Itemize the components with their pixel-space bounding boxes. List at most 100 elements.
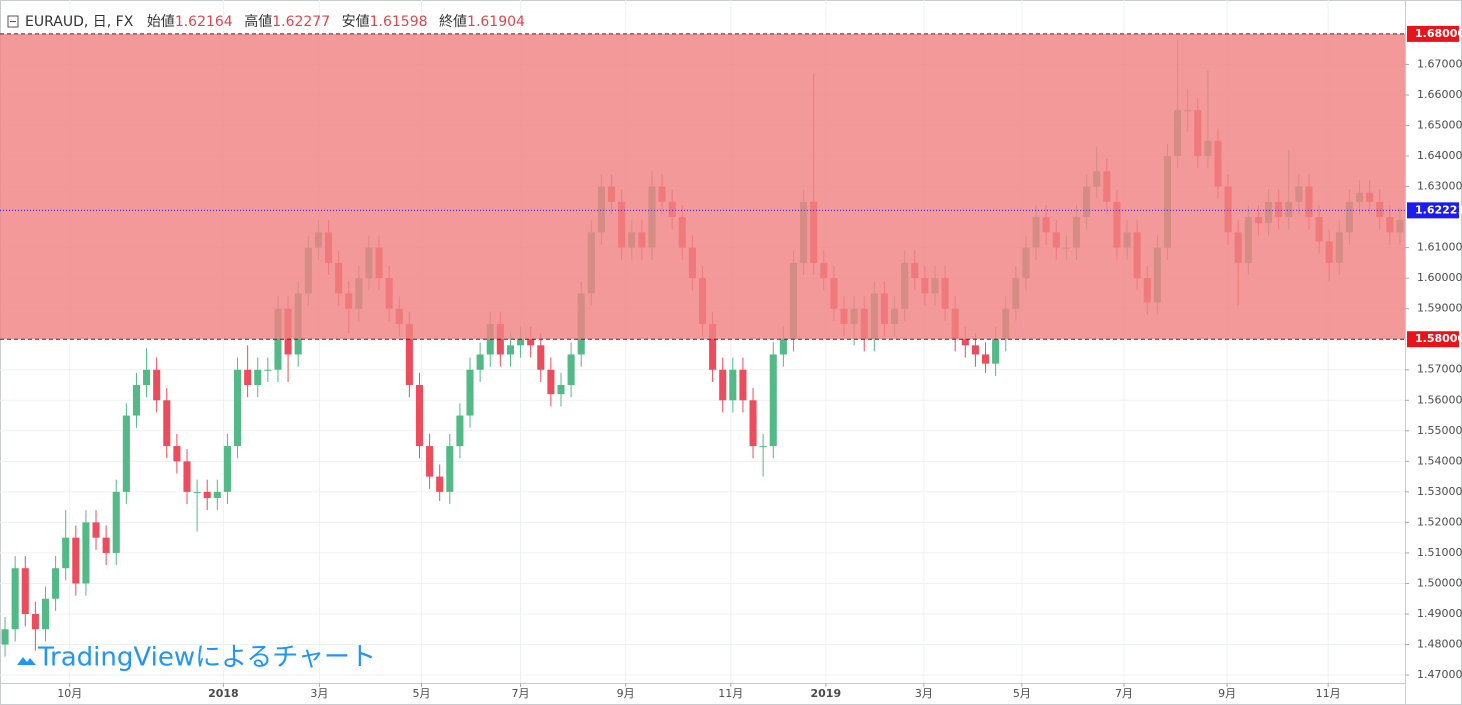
ohlc-value: 1.61598 — [370, 14, 428, 30]
candle-body — [729, 369, 737, 401]
candle-body — [52, 568, 60, 599]
candle-body — [739, 369, 747, 401]
candle-body — [759, 446, 767, 448]
x-tick-label: 10月 — [57, 687, 82, 700]
candle-body — [173, 446, 181, 462]
level-label: 1.58000 — [1415, 332, 1462, 345]
y-tick-label: 1.48000 — [1417, 638, 1462, 651]
candle-body — [203, 491, 211, 498]
candle-body — [426, 446, 434, 477]
y-tick-label: 1.50000 — [1417, 576, 1462, 589]
candle-body — [21, 568, 29, 614]
candle-body — [41, 598, 50, 630]
level-label: 1.68000 — [1415, 27, 1462, 40]
x-tick-label: 2019 — [811, 687, 842, 700]
candle-body — [992, 339, 1000, 364]
zone — [0, 33, 1405, 340]
candle-body — [92, 522, 100, 538]
candle-body — [436, 476, 444, 492]
y-tick-label: 1.60000 — [1417, 271, 1462, 284]
candle-body — [971, 345, 979, 355]
x-tick-label: 5月 — [1013, 687, 1031, 700]
candle-body — [153, 369, 161, 401]
candle-body — [223, 446, 231, 492]
candle-body — [506, 345, 514, 355]
y-tick-label: 1.55000 — [1417, 424, 1462, 437]
candle-body — [961, 339, 969, 346]
candle-body — [405, 323, 413, 386]
candle-body — [11, 568, 19, 630]
x-tick-label: 11月 — [1316, 687, 1341, 700]
y-tick-label: 1.61000 — [1417, 241, 1462, 254]
ohlc-value: 1.62164 — [175, 14, 233, 30]
y-tick-label: 1.57000 — [1417, 363, 1462, 376]
y-tick-label: 1.47000 — [1417, 668, 1462, 681]
x-tick-label: 5月 — [413, 687, 431, 700]
candle-body — [719, 369, 727, 401]
x-tick-label: 9月 — [617, 687, 635, 700]
y-tick-label: 1.63000 — [1417, 180, 1462, 193]
candle-body — [163, 400, 171, 447]
y-tick-label: 1.65000 — [1417, 118, 1462, 131]
y-tick-label: 1.49000 — [1417, 607, 1462, 620]
candle-body — [527, 339, 535, 346]
candle-body — [709, 323, 717, 370]
candle-body — [31, 613, 39, 630]
candle-body — [254, 369, 262, 386]
watermark-logo — [17, 657, 36, 665]
collapse-icon[interactable] — [7, 15, 19, 28]
current-price-box — [1407, 202, 1459, 219]
candle-body — [112, 491, 120, 553]
ohlc-value: 1.61904 — [467, 14, 525, 30]
ohlc-value: 1.62277 — [272, 14, 330, 30]
watermark-text: TradingViewによるチャート — [37, 643, 376, 673]
candle-body — [769, 354, 777, 447]
ohlc-label: 高値 — [244, 13, 272, 30]
header: EURAUD, 日, FX 始値1.62164 高値1.62277 安値1.61… — [25, 13, 525, 30]
candle-body — [446, 446, 454, 492]
symbol: EURAUD, 日, FX — [25, 14, 134, 30]
ohlc-label: 安値 — [342, 14, 370, 30]
y-tick-label: 1.52000 — [1417, 515, 1462, 528]
candle-body — [537, 345, 545, 370]
candle-body — [62, 537, 70, 569]
x-tick-label: 7月 — [1115, 687, 1133, 700]
candle-body — [517, 339, 525, 346]
x-tick-label: 9月 — [1218, 687, 1236, 700]
candle-body — [1, 629, 9, 645]
candle-body — [82, 522, 90, 584]
candle-body — [567, 354, 575, 386]
candle-body — [143, 369, 151, 386]
overlay — [0, 33, 1405, 340]
y-tick-label: 1.64000 — [1417, 149, 1462, 162]
current-price-label: 1.62221 — [1415, 203, 1462, 216]
y-tick-label: 1.54000 — [1417, 454, 1462, 467]
candle-body — [102, 537, 110, 553]
candle-body — [557, 385, 565, 395]
ohlc-label: 終値 — [439, 14, 467, 30]
candle-body — [264, 369, 272, 371]
y-tick-label: 1.51000 — [1417, 546, 1462, 559]
candle-body — [476, 354, 484, 370]
candle-body — [779, 339, 787, 355]
y-tick-label: 1.67000 — [1417, 57, 1462, 70]
candle-body — [244, 369, 252, 386]
level-label-box — [1407, 331, 1459, 348]
candle-body — [749, 400, 757, 447]
y-tick-label: 1.66000 — [1417, 88, 1462, 101]
candle-body — [132, 385, 140, 416]
y-tick-label: 1.56000 — [1417, 393, 1462, 406]
x-tick-label: 11月 — [718, 687, 743, 700]
legend-header: EURAUD, 日, FX 始値1.62164 高値1.62277 安値1.61… — [7, 13, 525, 30]
watermark: TradingViewによるチャート — [17, 643, 376, 673]
candle-body — [547, 369, 555, 395]
candle-body — [456, 415, 464, 447]
candle-body — [233, 369, 242, 447]
candle-body — [72, 537, 80, 584]
y-tick-label: 1.59000 — [1417, 302, 1462, 315]
candle-body — [183, 461, 191, 492]
x-tick-label: 7月 — [512, 687, 530, 700]
x-tick-label: 2018 — [208, 687, 239, 700]
